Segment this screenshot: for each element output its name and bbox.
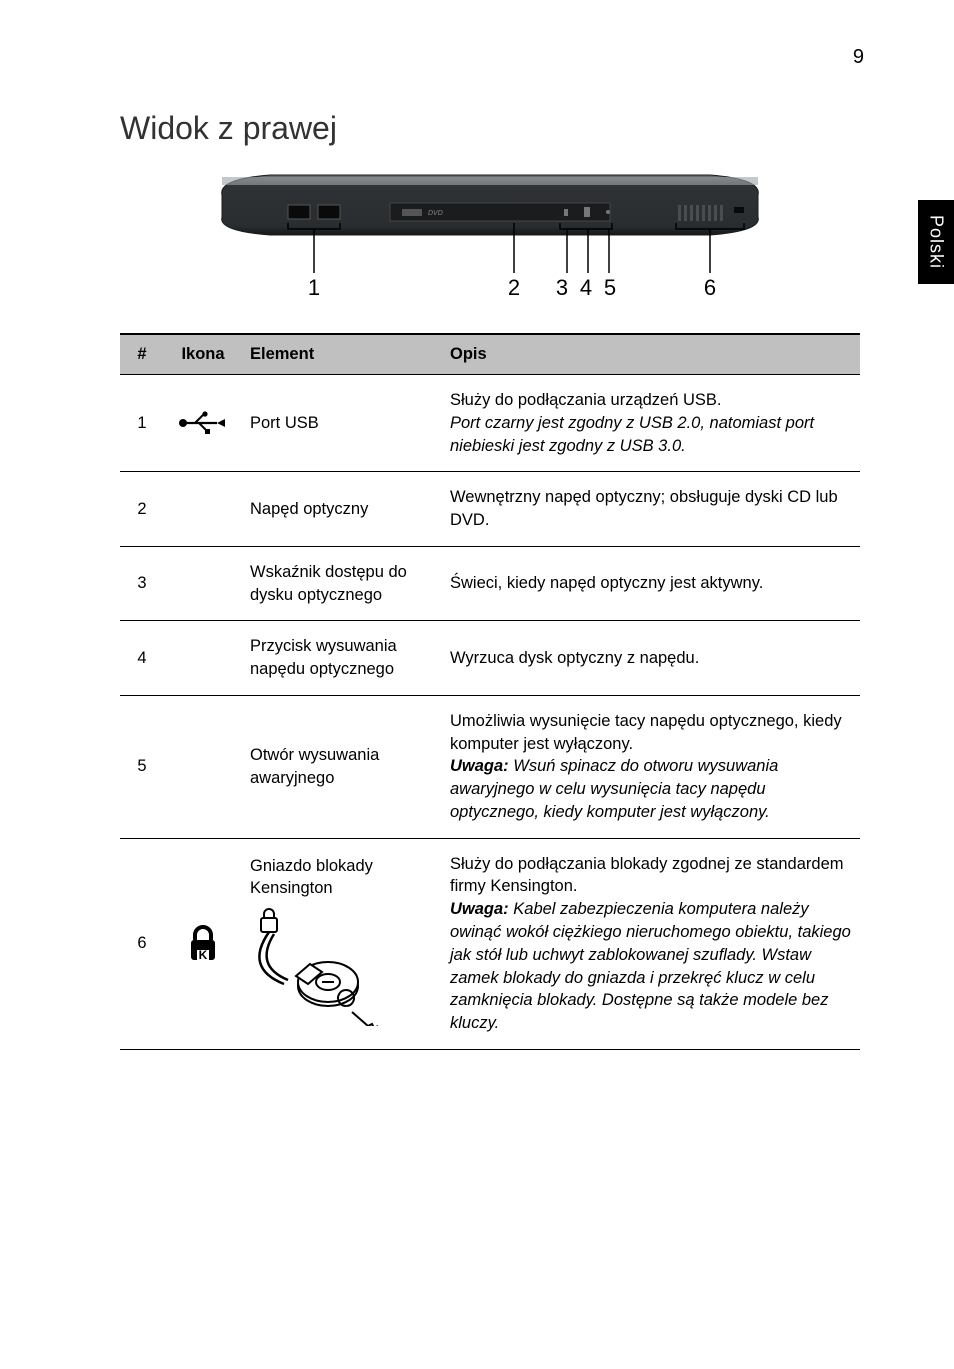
desc-italic: Kabel zabezpieczenia komputera należy ow… <box>450 900 851 1032</box>
table-row: 6 K Gniazdo blokady Kensington <box>120 838 860 1049</box>
row-num: 1 <box>120 375 164 472</box>
spec-table: # Ikona Element Opis 1 <box>120 333 860 1050</box>
row-element: Gniazdo blokady Kensington <box>242 838 442 1049</box>
svg-text:K: K <box>199 948 208 962</box>
row-desc: Wyrzuca dysk optyczny z napędu. <box>442 621 860 696</box>
header-desc: Opis <box>442 334 860 375</box>
header-element: Element <box>242 334 442 375</box>
desc-italic: Port czarny jest zgodny z USB 2.0, natom… <box>450 414 814 455</box>
desc-bold: Uwaga: <box>450 757 509 775</box>
svg-text:4: 4 <box>580 275 592 300</box>
desc-bold: Uwaga: <box>450 900 509 918</box>
svg-text:3: 3 <box>556 275 568 300</box>
page-number: 9 <box>853 46 864 69</box>
row-desc: Służy do podłączania blokady zgodnej ze … <box>442 838 860 1049</box>
usb-icon <box>164 375 242 472</box>
lock-illustration <box>250 906 434 1033</box>
row-element: Napęd optyczny <box>242 472 442 547</box>
desc-plain: Służy do podłączania urządzeń USB. <box>450 391 722 409</box>
header-icon: Ikona <box>164 334 242 375</box>
row-element: Wskaźnik dostępu do dysku optycznego <box>242 546 442 621</box>
page-title: Widok z prawej <box>120 110 860 147</box>
table-row: 2 Napęd optyczny Wewnętrzny napęd optycz… <box>120 472 860 547</box>
element-text: Gniazdo blokady Kensington <box>250 857 373 898</box>
row-element: Otwór wysuwania awaryjnego <box>242 695 442 838</box>
svg-text:1: 1 <box>308 275 320 300</box>
table-header-row: # Ikona Element Opis <box>120 334 860 375</box>
row-icon-empty <box>164 621 242 696</box>
row-num: 4 <box>120 621 164 696</box>
row-element: Przycisk wysuwania napędu optycznego <box>242 621 442 696</box>
row-desc: Umożliwia wysunięcie tacy napędu optyczn… <box>442 695 860 838</box>
table-row: 1 Port USB Służy do podłączania urządzeń… <box>120 375 860 472</box>
svg-text:6: 6 <box>704 275 716 300</box>
desc-plain: Służy do podłączania blokady zgodnej ze … <box>450 855 844 896</box>
row-num: 2 <box>120 472 164 547</box>
row-desc: Wewnętrzny napęd optyczny; obsługuje dys… <box>442 472 860 547</box>
right-view-diagram: DVD 1 2 3 4 5 6 <box>210 165 770 305</box>
table-row: 4 Przycisk wysuwania napędu optycznego W… <box>120 621 860 696</box>
row-num: 3 <box>120 546 164 621</box>
row-num: 6 <box>120 838 164 1049</box>
table-row: 3 Wskaźnik dostępu do dysku optycznego Ś… <box>120 546 860 621</box>
table-row: 5 Otwór wysuwania awaryjnego Umożliwia w… <box>120 695 860 838</box>
svg-text:2: 2 <box>508 275 520 300</box>
svg-text:DVD: DVD <box>428 210 443 217</box>
svg-text:5: 5 <box>604 275 616 300</box>
row-icon-empty <box>164 695 242 838</box>
desc-plain: Umożliwia wysunięcie tacy napędu optyczn… <box>450 712 842 753</box>
language-tab: Polski <box>918 200 954 284</box>
row-num: 5 <box>120 695 164 838</box>
kensington-lock-icon: K <box>164 838 242 1049</box>
row-icon-empty <box>164 546 242 621</box>
row-element: Port USB <box>242 375 442 472</box>
header-num: # <box>120 334 164 375</box>
row-icon-empty <box>164 472 242 547</box>
row-desc: Świeci, kiedy napęd optyczny jest aktywn… <box>442 546 860 621</box>
page-content: Widok z prawej DVD <box>120 110 860 1050</box>
row-desc: Służy do podłączania urządzeń USB. Port … <box>442 375 860 472</box>
